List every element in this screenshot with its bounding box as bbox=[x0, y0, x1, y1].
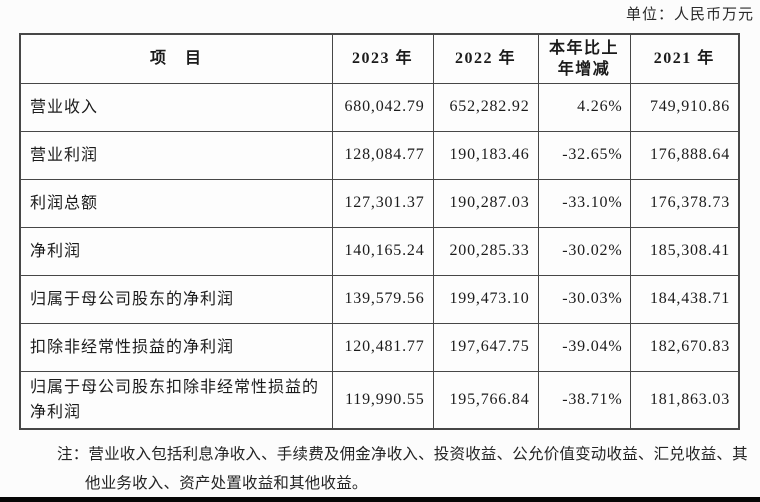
row-label: 归属于母公司股东扣除非经常性损益的净利润 bbox=[19, 370, 333, 430]
value-2022: 190,287.03 bbox=[432, 178, 539, 228]
table-row: 归属于母公司股东扣除非经常性损益的净利润 119,990.55 195,766.… bbox=[19, 370, 740, 430]
col-header-2023: 2023 年 bbox=[331, 33, 434, 84]
value-change: -30.03% bbox=[537, 274, 631, 324]
value-2021: 749,910.86 bbox=[629, 82, 740, 132]
value-2023: 680,042.79 bbox=[331, 82, 434, 132]
col-header-2021: 2021 年 bbox=[629, 33, 740, 84]
table-row: 归属于母公司股东的净利润 139,579.56 199,473.10 -30.0… bbox=[19, 274, 740, 324]
table-row: 营业收入 680,042.79 652,282.92 4.26% 749,910… bbox=[19, 82, 740, 132]
value-change: -38.71% bbox=[537, 370, 631, 430]
row-label: 扣除非经常性损益的净利润 bbox=[19, 322, 333, 372]
value-change: -32.65% bbox=[537, 130, 631, 180]
value-2022: 190,183.46 bbox=[432, 130, 539, 180]
table-row: 扣除非经常性损益的净利润 120,481.77 197,647.75 -39.0… bbox=[19, 322, 740, 372]
header-row: 项 目 2023 年 2022 年 本年比上年增减 2021 年 bbox=[19, 33, 740, 84]
footnote-line-2: 他业务收入、资产处置收益和其他收益。 bbox=[85, 475, 368, 492]
row-label: 净利润 bbox=[19, 226, 333, 276]
value-2021: 181,863.03 bbox=[629, 370, 740, 430]
value-2023: 139,579.56 bbox=[331, 274, 434, 324]
value-change: -30.02% bbox=[537, 226, 631, 276]
value-2023: 120,481.77 bbox=[331, 322, 434, 372]
value-2022: 195,766.84 bbox=[432, 370, 539, 430]
value-2021: 184,438.71 bbox=[629, 274, 740, 324]
row-label: 归属于母公司股东的净利润 bbox=[19, 274, 333, 324]
row-label: 营业收入 bbox=[19, 82, 333, 132]
table-row: 营业利润 128,084.77 190,183.46 -32.65% 176,8… bbox=[19, 130, 740, 180]
value-2022: 652,282.92 bbox=[432, 82, 539, 132]
row-label: 利润总额 bbox=[19, 178, 333, 228]
value-2021: 176,888.64 bbox=[629, 130, 740, 180]
value-2022: 197,647.75 bbox=[432, 322, 539, 372]
table-row: 净利润 140,165.24 200,285.33 -30.02% 185,30… bbox=[19, 226, 740, 276]
footnote: 注：营业收入包括利息净收入、手续费及佣金净收入、投资收益、公允价值变动收益、汇兑… bbox=[57, 440, 752, 498]
value-2021: 185,308.41 bbox=[629, 226, 740, 276]
value-2023: 127,301.37 bbox=[331, 178, 434, 228]
value-change: 4.26% bbox=[537, 82, 631, 132]
table-row: 利润总额 127,301.37 190,287.03 -33.10% 176,3… bbox=[19, 178, 740, 228]
bottom-black-bar bbox=[0, 497, 760, 502]
unit-label: 单位：人民币万元 bbox=[625, 7, 754, 23]
value-2021: 182,670.83 bbox=[629, 322, 740, 372]
value-2023: 140,165.24 bbox=[331, 226, 434, 276]
value-2022: 199,473.10 bbox=[432, 274, 539, 324]
col-header-item: 项 目 bbox=[19, 33, 333, 84]
row-label: 营业利润 bbox=[19, 130, 333, 180]
value-change: -39.04% bbox=[537, 322, 631, 372]
col-header-2022: 2022 年 bbox=[432, 33, 539, 84]
value-2022: 200,285.33 bbox=[432, 226, 539, 276]
value-2023: 128,084.77 bbox=[331, 130, 434, 180]
col-header-change: 本年比上年增减 bbox=[537, 33, 631, 84]
financial-summary-table: 项 目 2023 年 2022 年 本年比上年增减 2021 年 营业收入 68… bbox=[19, 33, 740, 430]
value-change: -33.10% bbox=[537, 178, 631, 228]
value-2023: 119,990.55 bbox=[331, 370, 434, 430]
footnote-line-1: 注：营业收入包括利息净收入、手续费及佣金净收入、投资收益、公允价值变动收益、汇兑… bbox=[57, 446, 748, 463]
value-2021: 176,378.73 bbox=[629, 178, 740, 228]
